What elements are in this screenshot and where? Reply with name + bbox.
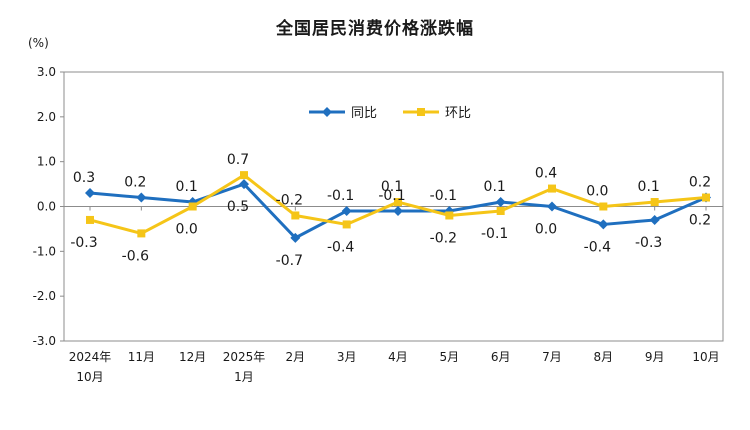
data-point-环比 [291, 211, 300, 220]
data-label-环比: 0.1 [381, 179, 403, 195]
data-label-同比: -0.7 [276, 253, 303, 269]
y-tick-label: -1.0 [33, 244, 56, 258]
data-label-环比: -0.1 [481, 226, 508, 242]
data-point-环比 [599, 202, 608, 211]
data-label-同比: 0.5 [227, 199, 249, 215]
data-point-环比 [548, 184, 556, 193]
data-label-环比: -0.3 [70, 235, 97, 251]
data-point-环比 [702, 193, 710, 202]
y-tick-label: 0.0 [37, 200, 56, 214]
x-tick-label: 8月 [594, 350, 614, 364]
x-tick-label: 4月 [388, 350, 408, 364]
data-label-同比: 0.1 [176, 179, 198, 195]
data-label-环比: 0.7 [227, 152, 249, 168]
data-label-环比: 0.2 [689, 175, 711, 191]
data-point-同比 [290, 232, 301, 243]
data-point-环比 [496, 206, 505, 215]
data-point-环比 [650, 198, 659, 207]
x-tick-label: 1月 [234, 370, 254, 384]
data-point-环比 [86, 215, 94, 224]
data-label-同比: -0.4 [584, 239, 611, 255]
data-point-环比 [188, 202, 197, 211]
x-tick-label: 12月 [179, 350, 206, 364]
data-point-环比 [342, 220, 351, 229]
data-label-同比: -0.1 [327, 188, 354, 204]
y-unit-label: (%) [28, 36, 49, 50]
data-label-同比: 0.3 [73, 170, 95, 186]
data-point-环比 [137, 229, 146, 238]
data-point-环比 [394, 198, 402, 207]
x-tick-label: 2025年 [223, 350, 266, 364]
data-label-同比: 0.1 [484, 179, 506, 195]
data-label-环比: 0.0 [176, 222, 198, 238]
x-tick-label: 2024年 [69, 350, 112, 364]
data-point-同比 [495, 197, 506, 208]
x-tick-label: 10月 [76, 370, 103, 384]
data-point-同比 [341, 205, 352, 216]
x-tick-label: 6月 [491, 350, 511, 364]
data-label-环比: 0.0 [586, 184, 608, 200]
x-tick-label: 9月 [645, 350, 665, 364]
data-point-同比 [598, 219, 609, 230]
y-tick-label: 1.0 [37, 155, 56, 169]
x-tick-label: 7月 [542, 350, 562, 364]
data-point-同比 [239, 179, 249, 190]
data-point-环比 [240, 171, 248, 180]
legend-marker-环比 [417, 108, 425, 116]
y-tick-label: -2.0 [33, 289, 56, 303]
data-point-同比 [393, 205, 403, 216]
x-tick-label: 2月 [286, 350, 306, 364]
x-tick-label: 11月 [128, 350, 155, 364]
data-label-环比: -0.2 [276, 192, 303, 208]
y-tick-label: -3.0 [33, 334, 56, 348]
data-label-环比: -0.6 [122, 248, 149, 264]
data-label-同比: 0.2 [124, 175, 146, 191]
x-tick-label: 10月 [692, 350, 719, 364]
data-point-同比 [136, 192, 147, 203]
data-label-同比: -0.1 [378, 188, 405, 204]
data-label-同比: -0.3 [635, 235, 662, 251]
y-tick-label: 3.0 [37, 65, 56, 79]
data-label-环比: -0.4 [327, 239, 354, 255]
legend-marker-同比 [322, 107, 332, 117]
data-label-环比: 0.4 [535, 166, 557, 182]
x-tick-label: 3月 [337, 350, 357, 364]
data-label-同比: 0.2 [689, 213, 711, 229]
data-point-同比 [649, 214, 660, 225]
data-label-环比: -0.2 [430, 230, 457, 246]
legend-label-同比: 同比 [351, 106, 377, 121]
y-tick-label: 2.0 [37, 110, 56, 124]
data-label-同比: 0.0 [535, 222, 557, 238]
x-tick-label: 5月 [440, 350, 460, 364]
data-point-同比 [85, 188, 95, 199]
data-point-环比 [445, 211, 454, 220]
data-point-同比 [547, 201, 557, 212]
data-label-同比: -0.1 [430, 188, 457, 204]
chart-title: 全国居民消费价格涨跌幅 [276, 19, 474, 39]
data-label-环比: 0.1 [638, 179, 660, 195]
legend-label-环比: 环比 [445, 106, 471, 121]
